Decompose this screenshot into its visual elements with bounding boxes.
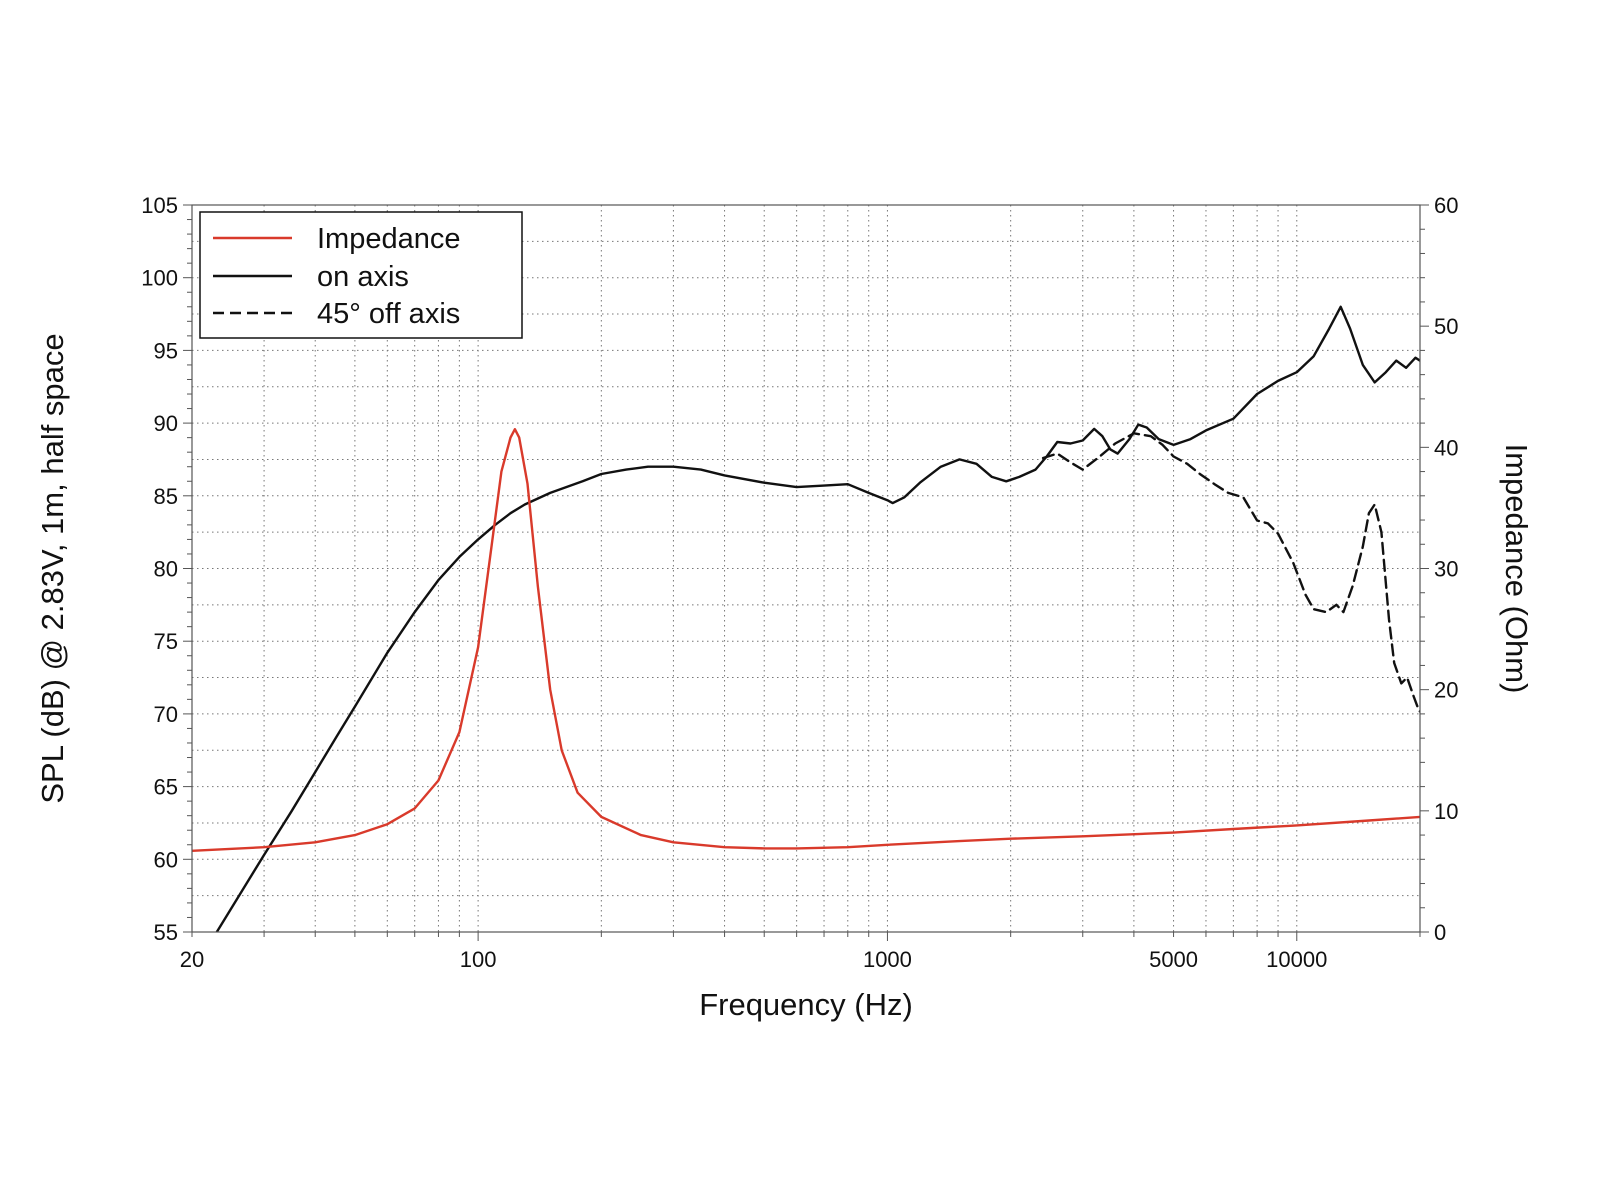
legend-label-on-axis: on axis bbox=[317, 261, 409, 293]
x-axis-title: Frequency (Hz) bbox=[699, 987, 913, 1022]
y-tick-label: 75 bbox=[154, 629, 178, 654]
x-tick-label: 5000 bbox=[1149, 947, 1198, 972]
y2-tick-label: 40 bbox=[1434, 435, 1458, 460]
y2-axis-title: Impedance (Ohm) bbox=[1499, 444, 1534, 694]
series-line-impedance bbox=[192, 428, 1420, 852]
y-tick-label: 60 bbox=[154, 847, 178, 872]
legend-label-off-axis: 45° off axis bbox=[317, 298, 460, 330]
y-axis-title: SPL (dB) @ 2.83V, 1m, half space bbox=[35, 333, 70, 803]
legend-label-impedance: Impedance bbox=[317, 223, 461, 255]
x-tick-label: 10000 bbox=[1266, 947, 1327, 972]
y2-tick-label: 60 bbox=[1434, 193, 1458, 218]
x-tick-label: 100 bbox=[460, 947, 497, 972]
y2-tick-label: 20 bbox=[1434, 678, 1458, 703]
y-tick-label: 95 bbox=[154, 338, 178, 363]
series-line-45-off-axis bbox=[1041, 432, 1420, 713]
axis-ticks bbox=[183, 204, 1429, 941]
y2-tick-label: 10 bbox=[1434, 799, 1458, 824]
x-tick-label: 20 bbox=[180, 947, 204, 972]
y2-tick-label: 30 bbox=[1434, 557, 1458, 582]
y-tick-label: 65 bbox=[154, 775, 178, 800]
y-tick-label: 85 bbox=[154, 484, 178, 509]
y2-tick-label: 50 bbox=[1434, 314, 1458, 339]
y2-tick-label: 0 bbox=[1434, 920, 1446, 945]
tick-labels: 55 60 65 70 75 80 85 90 95 100 105 0 10 20 30 40 50 60 20 1… bbox=[141, 193, 1458, 972]
y-tick-label: 55 bbox=[154, 920, 178, 945]
y-tick-label: 80 bbox=[154, 557, 178, 582]
legend: Impedance on axis 45° off axis bbox=[199, 211, 523, 339]
y-tick-label: 90 bbox=[154, 411, 178, 436]
grid bbox=[192, 205, 1420, 932]
series-lines bbox=[192, 305, 1420, 932]
x-tick-label: 1000 bbox=[863, 947, 912, 972]
series-line-on-axis bbox=[215, 305, 1420, 932]
y-tick-label: 105 bbox=[141, 193, 178, 218]
y-tick-label: 70 bbox=[154, 702, 178, 727]
y-tick-label: 100 bbox=[141, 266, 178, 291]
